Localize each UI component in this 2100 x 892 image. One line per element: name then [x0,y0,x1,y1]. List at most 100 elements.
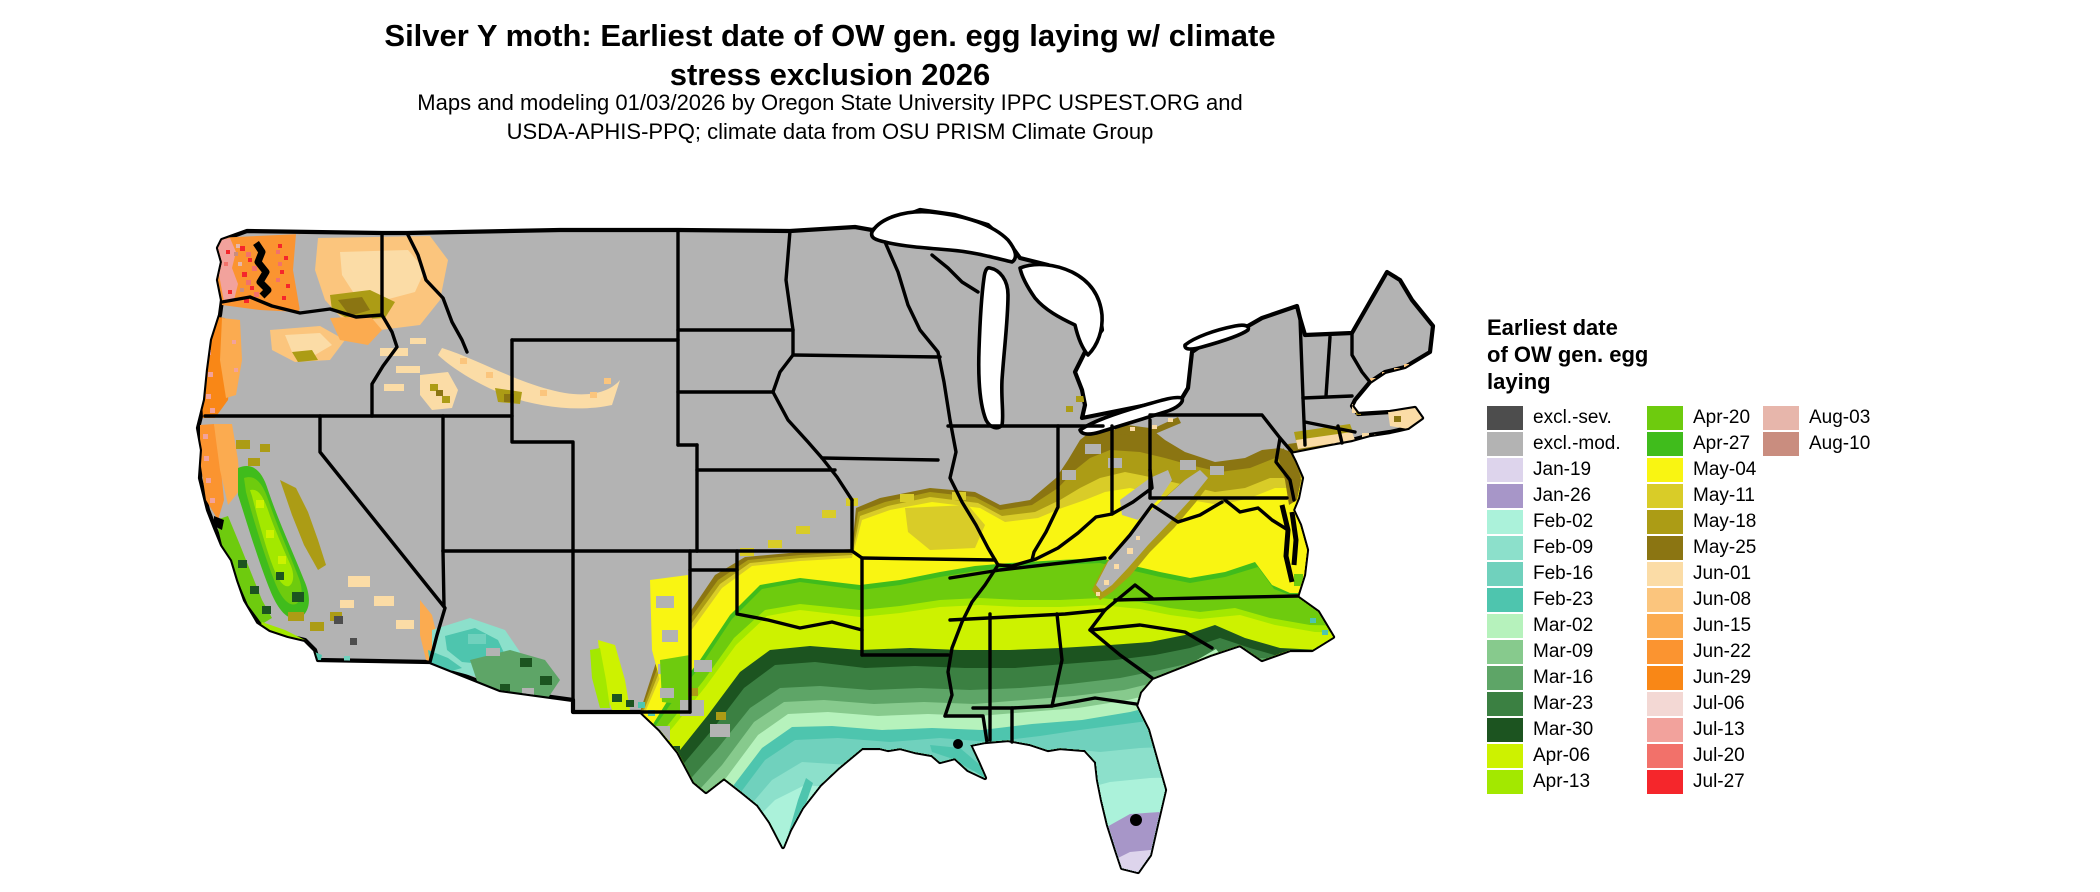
or-center-olive [292,350,318,362]
salt-lake-dark-olive-dot [436,390,443,396]
legend-swatch [1647,562,1683,586]
legend-label: Mar-02 [1533,615,1594,636]
legend-row: Jul-06 [1647,691,1756,717]
legend-swatch [1647,406,1683,430]
legend-swatch [1647,484,1683,508]
legend-label: Jun-08 [1693,589,1752,610]
legend-row: Apr-27 [1647,431,1756,457]
detroit-olive-specks [1066,396,1084,412]
chesapeake-bay-water [1279,504,1299,583]
rio-grande-chartreuse [598,640,630,710]
legend-swatch [1647,640,1683,664]
legend-title: Earliest date of OW gen. egg laying [1487,314,1967,395]
legend-label: Jul-20 [1693,745,1745,766]
nm-darkgreen-specks [612,694,634,707]
wa-coast-pink-strip [216,238,238,302]
band-jan19 [1100,850,1433,872]
legend-swatch [1487,614,1523,638]
delmarva-green-tip [1294,574,1303,586]
legend-row: May-18 [1647,509,1756,535]
legend-label: May-25 [1693,537,1757,558]
legend-label: Jun-22 [1693,641,1752,662]
legend-row: Apr-20 [1647,405,1756,431]
legend-label: Feb-16 [1533,563,1594,584]
legend-label: Jan-19 [1533,459,1592,480]
channel-islands-teal [300,656,350,675]
cape-cod-tan [1352,404,1423,440]
legend-row: Feb-23 [1487,587,1621,613]
legend-label: Apr-13 [1533,771,1591,792]
conus-choropleth-map [195,207,1436,875]
legend-row: Feb-02 [1487,509,1621,535]
legend-row: Jun-29 [1647,665,1756,691]
legend-label: Mar-16 [1533,667,1594,688]
wa-red-specks [226,244,290,303]
legend-swatch [1763,406,1799,430]
legend-row: excl.-mod. [1487,431,1621,457]
legend-label: Feb-02 [1533,511,1594,532]
salt-lake-olive-specks [430,384,450,403]
legend-swatch [1647,458,1683,482]
ne-or-orange [330,316,382,345]
legend-swatch [1647,744,1683,768]
legend-label: Apr-27 [1693,433,1751,454]
map-title: Silver Y moth: Earliest date of OW gen. … [180,16,1480,94]
appalachian-gray-tongue [1096,470,1208,592]
socal-olive-mountains [288,612,342,631]
legend-label: May-04 [1693,459,1757,480]
legend-row: Mar-23 [1487,691,1621,717]
legend-swatch [1647,614,1683,638]
legend-row: Jun-22 [1647,639,1756,665]
map-title-line1: Silver Y moth: Earliest date of OW gen. … [384,18,1276,53]
legend-row: excl.-sev. [1487,405,1621,431]
legend-swatch [1763,432,1799,456]
legend-row: Mar-09 [1487,639,1621,665]
legend-label: Apr-20 [1693,407,1751,428]
ca-coast-darkgreen-specks [238,560,304,614]
legend-swatch [1487,510,1523,534]
or-center-tan [285,333,332,355]
wa-aug-specks [236,244,242,266]
legend-swatch [1647,510,1683,534]
legend-row: May-11 [1647,483,1756,509]
mojave-tan-patches [340,576,414,629]
legend-column-3: Aug-03 Aug-10 [1763,405,1870,457]
klamath-olive-patches [236,440,270,466]
legend-swatch [1487,692,1523,716]
legend-swatch [1487,536,1523,560]
wa-cascades-gray [293,234,322,311]
lake-okeechobee [1130,814,1142,826]
legend-title-line3: laying [1487,369,1551,394]
legend-label: Mar-23 [1533,693,1594,714]
legend-column-2: Apr-20 Apr-27 May-04 May-11 May-18 May-25 Jun-… [1647,405,1756,795]
legend-swatch [1487,458,1523,482]
legend-swatch [1487,562,1523,586]
legend-row: Jun-01 [1647,561,1756,587]
blue-ridge-tan-specks [1096,536,1140,596]
wa-dark-olive-patch [338,297,370,316]
legend-label: Jun-01 [1693,563,1752,584]
mo-ozark-dull-yellow [905,505,985,550]
legend-row: Jul-27 [1647,769,1756,795]
legend-row: May-25 [1647,535,1756,561]
lake-pontchartrain [953,739,963,749]
lake-ontario [1183,323,1251,351]
central-valley-apr06-specks [256,500,286,564]
legend-label: Aug-10 [1809,433,1871,454]
legend-swatch [1487,718,1523,742]
legend-row: Aug-10 [1763,431,1870,457]
legend-title-line1: Earliest date [1487,315,1618,340]
wtx-olive-specks [688,688,726,720]
legend-row: Mar-02 [1487,613,1621,639]
legend-row: Jan-26 [1487,483,1621,509]
legend-row: Mar-30 [1487,717,1621,743]
legend-label: Feb-09 [1533,537,1594,558]
lake-michigan [976,266,1010,430]
map-subtitle-line2: USDA-APHIS-PPQ; climate data from OSU PR… [506,119,1154,144]
map-subtitle-line1: Maps and modeling 01/03/2026 by Oregon S… [417,90,1243,115]
legend-label: May-18 [1693,511,1757,532]
legend-swatch [1647,770,1683,794]
lake-erie [1078,395,1185,436]
legend-label: Jun-15 [1693,615,1752,636]
legend-label: Jul-13 [1693,719,1745,740]
